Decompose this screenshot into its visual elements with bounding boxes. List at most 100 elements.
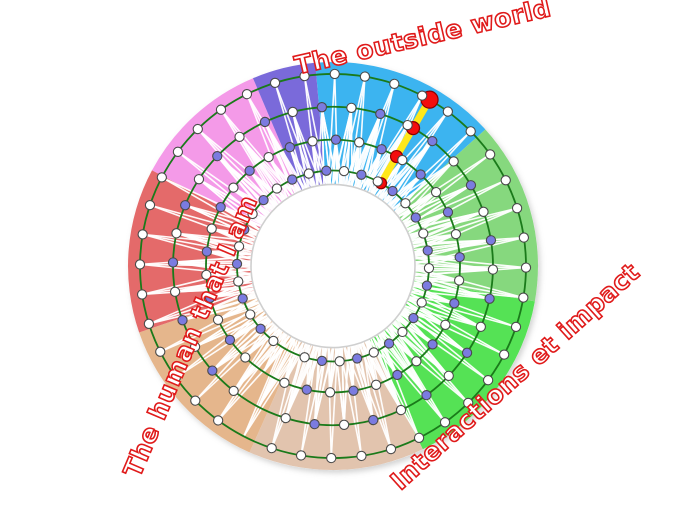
graph-node xyxy=(295,450,307,461)
graph-node xyxy=(518,292,529,303)
graph-node xyxy=(376,144,387,155)
graph-node xyxy=(510,321,522,333)
graph-node xyxy=(324,387,336,398)
graph-node xyxy=(354,137,365,148)
graph-node xyxy=(234,131,245,143)
ring-arc-3 xyxy=(139,73,527,459)
graph-node xyxy=(201,246,212,257)
graph-node xyxy=(443,370,454,381)
graph-node xyxy=(228,182,239,193)
graph-node xyxy=(167,257,179,268)
graph-node xyxy=(258,194,269,206)
graph-node xyxy=(421,280,433,291)
graph-node xyxy=(482,375,494,386)
graph-node xyxy=(212,415,224,426)
graph-node xyxy=(410,212,421,223)
graph-node xyxy=(204,292,216,304)
graph-node xyxy=(192,123,203,135)
graph-node xyxy=(239,224,250,235)
graph-node xyxy=(224,334,236,346)
graph-node xyxy=(520,262,532,273)
graph-node xyxy=(511,203,523,214)
graph-node xyxy=(442,207,454,218)
graph-node xyxy=(287,106,298,118)
graph-node xyxy=(372,176,383,187)
graph-node xyxy=(134,259,146,270)
graph-node xyxy=(484,293,495,304)
graph-node xyxy=(334,356,345,367)
graph-node xyxy=(137,229,148,240)
graph-node xyxy=(416,297,427,308)
graph-node xyxy=(255,323,266,334)
graph-node xyxy=(231,258,243,270)
graph-node xyxy=(189,341,201,352)
graph-node xyxy=(212,314,224,325)
graph-node xyxy=(463,397,474,409)
graph-node xyxy=(402,119,413,131)
graph-node xyxy=(241,89,253,100)
graph-node xyxy=(259,116,271,128)
graph-node xyxy=(284,142,296,153)
graph-node xyxy=(321,165,332,176)
graph-node xyxy=(299,352,310,363)
graph-node xyxy=(449,298,460,309)
graph-node xyxy=(190,395,201,406)
graph-node xyxy=(193,174,205,185)
graph-node xyxy=(518,232,530,243)
graph-node xyxy=(215,104,227,115)
highlight-path[interactable] xyxy=(369,90,444,190)
graph-node xyxy=(465,126,476,137)
graph-node xyxy=(427,135,438,147)
graph-node xyxy=(171,228,182,239)
graph-node xyxy=(454,251,465,263)
graph-node xyxy=(247,208,258,220)
graph-node xyxy=(427,339,438,350)
graph-node xyxy=(351,353,363,364)
graph-node xyxy=(415,169,426,180)
graph-node xyxy=(143,318,155,329)
graph-node xyxy=(215,202,226,213)
graph-node xyxy=(430,186,442,198)
graph-node xyxy=(155,346,166,357)
graph-node xyxy=(177,315,188,326)
graph-node xyxy=(245,309,256,320)
graph-node xyxy=(368,414,379,426)
graph-node xyxy=(375,108,386,120)
graph-node xyxy=(408,312,419,324)
graph-node xyxy=(395,404,407,416)
graph-node xyxy=(309,419,320,430)
graph-node xyxy=(346,102,357,113)
graph-node xyxy=(392,369,403,381)
graph-node xyxy=(454,275,465,286)
graph-node xyxy=(316,102,328,113)
graph-node xyxy=(389,78,400,90)
graph-node xyxy=(170,372,181,383)
graph-node xyxy=(329,68,340,80)
graph-node xyxy=(326,452,337,464)
graph-node xyxy=(421,389,432,401)
graph-node xyxy=(442,106,454,117)
graph-node xyxy=(370,379,382,390)
graph-node xyxy=(397,154,408,166)
graph-node xyxy=(485,235,497,246)
graph-node xyxy=(359,71,371,82)
graph-node xyxy=(478,206,489,217)
graph-node xyxy=(413,432,425,443)
graph-node xyxy=(499,349,510,360)
graph-node xyxy=(172,146,184,157)
graph-node xyxy=(475,321,486,332)
graph-node xyxy=(169,286,181,297)
graph-node xyxy=(397,326,408,338)
graph-node xyxy=(448,156,459,167)
graph-node xyxy=(418,228,429,239)
graph-node xyxy=(156,172,167,183)
graph-node xyxy=(461,347,473,358)
donut-hole xyxy=(250,183,416,349)
graph-node xyxy=(299,70,310,82)
graph-nodes xyxy=(134,68,532,464)
graph-node xyxy=(280,412,291,424)
graph-node xyxy=(400,198,411,209)
graph-node xyxy=(440,319,451,330)
graph-node xyxy=(266,442,277,454)
graph-node xyxy=(385,443,397,455)
